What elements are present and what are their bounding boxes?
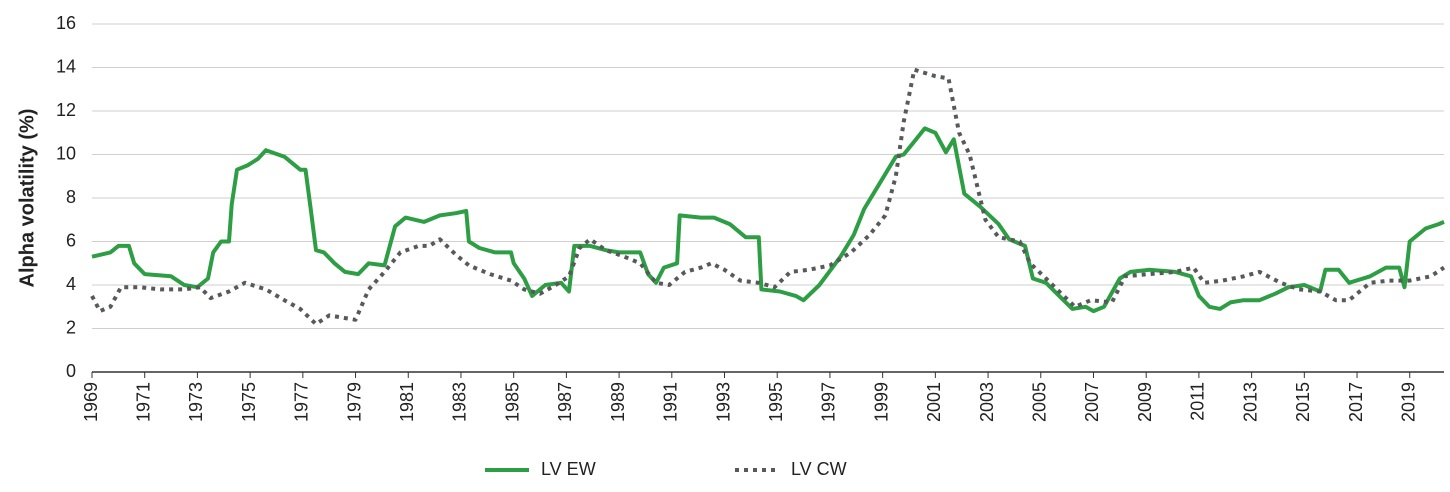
x-tick-label: 2017 [1346,382,1366,422]
x-tick-label: 1973 [186,382,206,422]
line-series [91,126,1445,314]
x-tick-label: 2005 [1030,382,1050,422]
x-tick-label: 1987 [555,382,575,422]
x-tick-label: 2001 [924,382,944,422]
legend-label: LV CW [791,459,847,479]
x-tick-label: 1993 [713,382,733,422]
x-tick-label: 1991 [661,382,681,422]
x-tick-label: 1995 [766,382,786,422]
x-tick-label: 1983 [450,382,470,422]
x-tick-label: 2011 [1188,382,1208,421]
x-tick-label: 1981 [397,382,417,422]
y-tick-label: 10 [56,143,76,163]
y-tick-label: 0 [66,361,76,381]
y-tick-label: 4 [66,274,76,294]
x-tick-label: 2013 [1240,382,1260,422]
x-tick-label: 1977 [292,382,312,422]
x-tick-label: 2007 [1082,382,1102,422]
y-tick-label: 8 [66,187,76,207]
x-tick-label: 1997 [819,382,839,422]
y-tick-label: 12 [56,100,76,120]
x-tick-label: 1989 [608,382,628,422]
x-tick-label: 1975 [239,382,259,422]
x-tick-label: 1969 [81,382,101,422]
y-axis-label: Alpha volatility (%) [16,109,38,288]
legend-label: LV EW [541,459,596,479]
x-tick-label: 2003 [977,382,997,422]
x-tick-label: 2009 [1135,382,1155,422]
y-tick-label: 2 [66,317,76,337]
y-tick-label: 6 [66,230,76,250]
y-tick-label: 14 [56,56,76,76]
line-series [90,67,1446,327]
x-tick-label: 1971 [133,382,153,422]
x-tick-label: 1979 [344,382,364,422]
x-tick-label: 1985 [502,382,522,422]
x-tick-label: 2015 [1293,382,1313,422]
y-tick-label: 16 [56,13,76,33]
x-tick-label: 1999 [871,382,891,422]
x-tick-label: 2019 [1398,382,1418,422]
